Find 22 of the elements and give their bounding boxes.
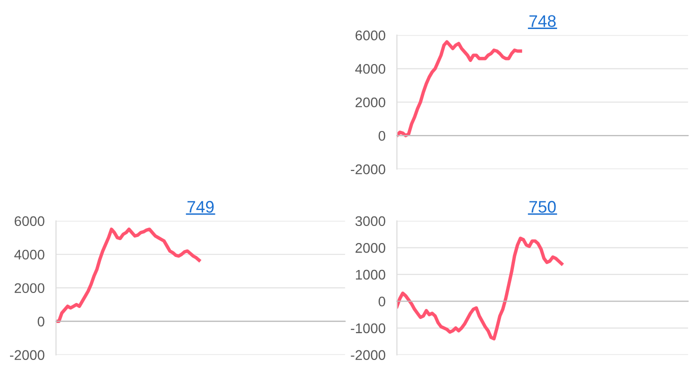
line-series [56,228,201,324]
y-tick-label: 4000 [14,250,44,260]
y-tick-label: -2000 [10,350,44,360]
y-tick-label: -2000 [350,164,386,174]
y-tick-label: 2000 [356,97,386,108]
line-series [396,40,522,138]
y-tick-label: 0 [378,130,386,141]
chart-title: 749 [188,200,214,213]
y-tick-label: 0 [378,296,386,306]
y-tick-label: 3000 [355,216,386,226]
y-tick-label: 0 [38,316,44,327]
chart-title: 748 [529,15,556,27]
y-tick-label: 2000 [14,283,44,294]
y-tick-label: 1000 [356,270,386,280]
y-tick-label: -1000 [350,323,386,334]
y-tick-label: 6000 [356,30,386,40]
y-tick-label: -2000 [350,350,386,360]
y-tick-label: 2000 [356,243,386,253]
chart-title: 750 [529,200,556,213]
y-tick-label: 6000 [14,216,44,226]
y-tick-label: 4000 [355,64,386,74]
line-series [396,236,564,340]
